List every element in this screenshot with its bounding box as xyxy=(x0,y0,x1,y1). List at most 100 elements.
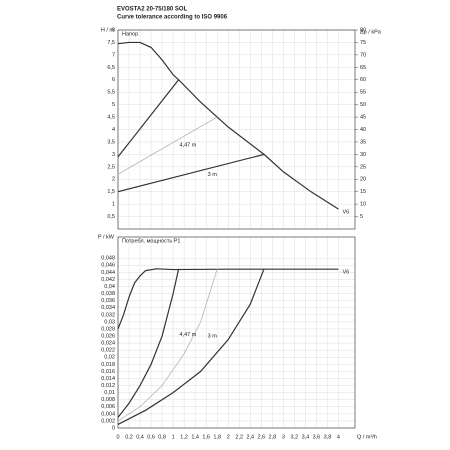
y2-tick-label: 55 xyxy=(360,90,366,96)
y-tick-label: 0,5 xyxy=(107,214,115,220)
curve xyxy=(117,268,339,330)
y-tick-label: 0 xyxy=(112,425,115,431)
x-tick-label: 3,2 xyxy=(291,434,299,440)
x-tick-label: 2,4 xyxy=(246,434,254,440)
curve-label: 4,47 m xyxy=(180,142,197,148)
y-tick-label: 5,5 xyxy=(107,90,115,96)
x-tick-label: 0,8 xyxy=(158,434,166,440)
y-tick-label: 0,034 xyxy=(101,305,115,311)
y-tick-label: 0,008 xyxy=(101,397,115,403)
y-tick-label: 0,02 xyxy=(104,355,115,361)
chart-title: Потребл. мощность P1 xyxy=(122,238,181,244)
x-axis-label: Q / m³/h xyxy=(357,434,377,440)
y-tick-label: 0,038 xyxy=(101,291,115,297)
curve-label: 3 m xyxy=(208,172,218,178)
y-tick-label: 3 xyxy=(112,152,115,158)
curve xyxy=(117,153,265,193)
y-tick-label: 7 xyxy=(112,52,115,58)
y2-tick-label: 75 xyxy=(360,40,366,46)
x-tick-label: 3,8 xyxy=(324,434,332,440)
y-tick-label: 8 xyxy=(112,27,115,33)
curve-label: 4,47 m xyxy=(180,332,197,338)
y-tick-label: 0,026 xyxy=(101,333,115,339)
y-tick-label: 4,5 xyxy=(107,115,115,121)
y2-tick-label: 45 xyxy=(360,115,366,121)
chart-title: Напор xyxy=(122,31,138,37)
y-tick-label: 0,002 xyxy=(101,418,115,424)
y-axis-label: H / m xyxy=(101,27,115,33)
curve xyxy=(117,268,265,425)
y-tick-label: 0,042 xyxy=(101,277,115,283)
x-tick-label: 2,8 xyxy=(268,434,276,440)
x-tick-label: 1,6 xyxy=(202,434,210,440)
y-tick-label: 0,044 xyxy=(101,270,115,276)
y-tick-label: 0,006 xyxy=(101,404,115,410)
y-tick-label: 6,5 xyxy=(107,65,115,71)
y2-tick-label: 80 xyxy=(360,27,366,33)
y-tick-label: 2,5 xyxy=(107,164,115,170)
y2-tick-label: 15 xyxy=(360,189,366,195)
y-tick-label: 0,018 xyxy=(101,362,115,368)
x-tick-label: 2,2 xyxy=(235,434,243,440)
curve-label: V6 xyxy=(342,210,349,216)
x-tick-label: 2 xyxy=(227,434,230,440)
y-tick-label: 0,014 xyxy=(101,376,115,382)
y-tick-label: 0,012 xyxy=(101,383,115,389)
x-tick-label: 3 xyxy=(282,434,285,440)
y2-axis-label: Δp / kPa xyxy=(360,29,382,35)
y-tick-label: 5 xyxy=(112,102,115,108)
y-tick-label: 0,048 xyxy=(101,256,115,262)
y-tick-label: 0,03 xyxy=(104,319,115,325)
y-axis-label: P / kW xyxy=(98,234,115,240)
y-tick-label: 0,028 xyxy=(101,326,115,332)
title: EVOSTA2 20-75/180 SOL xyxy=(117,7,188,13)
y-tick-label: 0,004 xyxy=(101,411,115,417)
y-tick-label: 3,5 xyxy=(107,139,115,145)
x-tick-label: 2,6 xyxy=(257,434,265,440)
x-tick-label: 1,4 xyxy=(191,434,199,440)
y2-tick-label: 10 xyxy=(360,202,366,208)
subtitle: Curve tolerance according to ISO 9906 xyxy=(117,15,228,21)
x-tick-label: 4 xyxy=(337,434,340,440)
y-tick-label: 0,04 xyxy=(104,284,115,290)
x-tick-label: 1,8 xyxy=(213,434,221,440)
y2-tick-label: 50 xyxy=(360,102,366,108)
x-tick-label: 0 xyxy=(116,434,119,440)
x-tick-label: 3,6 xyxy=(313,434,321,440)
x-tick-label: 0,2 xyxy=(125,434,133,440)
plot-frame xyxy=(117,236,356,429)
y2-tick-label: 35 xyxy=(360,139,366,145)
curve xyxy=(117,268,180,418)
y2-tick-label: 20 xyxy=(360,177,366,183)
y2-tick-label: 40 xyxy=(360,127,366,133)
y2-tick-label: 5 xyxy=(360,214,363,220)
y2-tick-label: 70 xyxy=(360,52,366,58)
x-tick-label: 1 xyxy=(172,434,175,440)
y-tick-label: 0,022 xyxy=(101,348,115,354)
y2-tick-label: 60 xyxy=(360,77,366,83)
curve xyxy=(117,79,180,158)
curve-label: 3 m xyxy=(208,334,218,340)
y2-tick-label: 25 xyxy=(360,164,366,170)
y-tick-label: 0,016 xyxy=(101,369,115,375)
y-tick-label: 1 xyxy=(112,202,115,208)
curve-label: V6 xyxy=(342,270,349,276)
y-tick-label: 7,5 xyxy=(107,40,115,46)
y-tick-label: 0,036 xyxy=(101,298,115,304)
y2-tick-label: 65 xyxy=(360,65,366,71)
y-tick-label: 0,01 xyxy=(104,390,115,396)
x-tick-label: 3,4 xyxy=(302,434,310,440)
y-tick-label: 1,5 xyxy=(107,189,115,195)
y-tick-label: 6 xyxy=(112,77,115,83)
y-tick-label: 2 xyxy=(112,177,115,183)
y2-tick-label: 30 xyxy=(360,152,366,158)
y-tick-label: 0,046 xyxy=(101,263,115,269)
curve xyxy=(117,268,218,422)
plot-frame xyxy=(117,29,356,230)
y-tick-label: 4 xyxy=(112,127,115,133)
y-tick-label: 0,032 xyxy=(101,312,115,318)
y-tick-label: 0,024 xyxy=(101,341,115,347)
x-tick-label: 1,2 xyxy=(180,434,188,440)
curve xyxy=(117,116,218,175)
